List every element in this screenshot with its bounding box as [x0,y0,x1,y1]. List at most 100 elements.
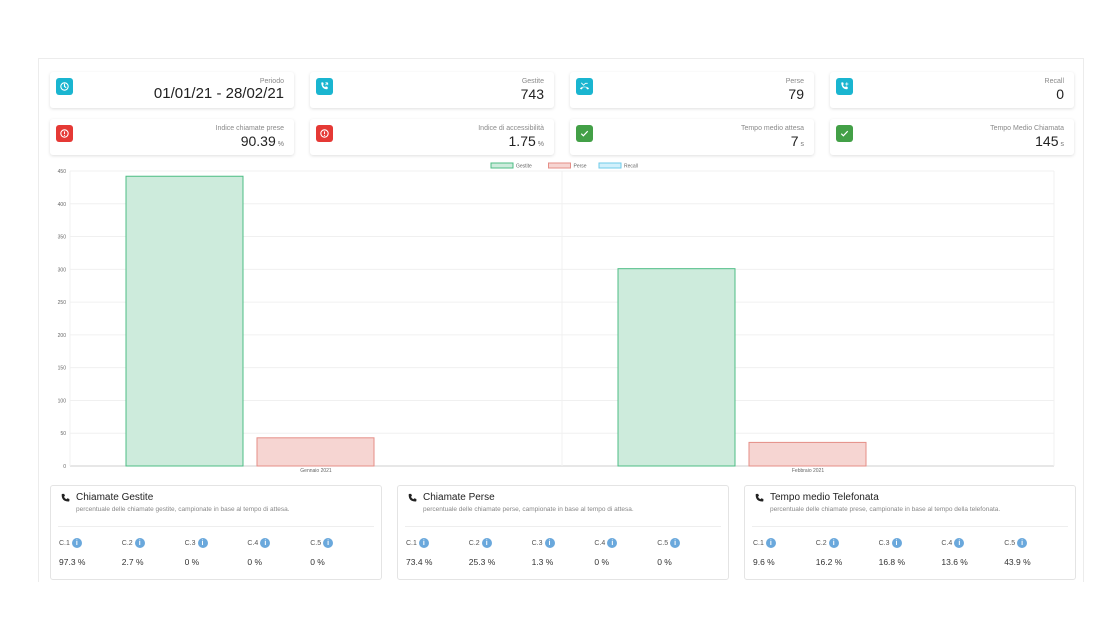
cell-c1: C.1 i 73.4 % [406,538,469,567]
cell-label: C.1 [59,539,70,547]
cell-c2: C.2 i 25.3 % [469,538,532,567]
cell-value: 97.3 % [59,557,86,567]
info-icon[interactable]: i [1017,538,1028,548]
alert-circle-icon [316,125,333,142]
info-icon[interactable]: i [607,538,618,548]
y-tick-label: 0 [63,464,66,470]
cell-value: 16.8 % [878,557,906,567]
cell-c1: C.1 i 97.3 % [59,538,122,567]
cell-value: 16.2 % [815,557,843,567]
info-icon[interactable]: i [544,538,555,548]
kpi-value: 79 [788,86,804,102]
info-icon[interactable]: i [197,538,208,548]
panel-subtitle: percentuale delle chiamate prese, campio… [770,506,1001,513]
phone-icon [61,493,70,502]
calls-bar-chart: 0 50 100 150 200 250 300 350 400 450 Gennaio 2021 F… [58,162,1055,474]
legend-label: Recall [624,164,638,170]
cell-value: 43.9 % [1004,557,1031,567]
y-tick-label: 200 [58,333,67,339]
panel-chiamate-gestite: Chiamate Gestite percentuale delle chiam… [50,485,382,580]
phone-icon [408,493,417,502]
info-icon[interactable]: i [765,538,776,548]
cell-c2: C.2 i 16.2 % [816,538,879,567]
phone-recall-icon [836,78,853,95]
kpi-label: Indice chiamate prese [215,125,284,132]
legend-swatch [598,162,622,169]
bar-perse-0 [256,437,375,467]
kpi-value: 01/01/21 - 28/02/21 [153,85,284,102]
cell-label: C.4 [594,539,606,547]
info-icon[interactable]: i [481,538,492,548]
bar-perse-1 [748,441,867,467]
panel-title: Chiamate Perse [423,492,495,503]
info-icon[interactable]: i [134,538,145,548]
alert-circle-icon [56,125,73,142]
info-icon[interactable]: i [891,538,902,548]
y-tick-label: 450 [58,169,67,175]
cell-label: C.3 [531,539,543,547]
cell-value: 9.6 % [753,557,775,567]
panel-title: Chiamate Gestite [76,492,154,503]
cell-label: C.1 [753,539,764,547]
cell-c4: C.4 i 0 % [594,538,657,567]
x-tick-label: Febbraio 2021 [792,468,824,474]
cell-label: C.3 [184,539,196,547]
phone-callback-icon [316,78,333,95]
kpi-value: 1.75% [508,133,544,149]
clock-icon [56,78,73,95]
kpi-tempo-medio-chiamata: Tempo Medio Chiamata 145 s [830,119,1074,155]
info-icon[interactable]: i [260,538,271,548]
panel-chiamate-perse: Chiamate Perse percentuale delle chiamat… [397,485,729,580]
divider [752,526,1068,527]
cell-c5: C.5 i 0 % [310,538,373,567]
y-tick-label: 400 [58,202,67,208]
legend-swatch [490,162,514,169]
cell-value: 2.7 % [121,557,144,567]
cell-label: C.2 [121,539,133,547]
kpi-label: Indice di accessibilità [478,125,544,132]
cell-c2: C.2 i 2.7 % [122,538,185,567]
info-icon[interactable]: i [954,538,965,548]
info-icon[interactable]: i [670,538,681,548]
cell-value: 13.6 % [941,557,968,567]
kpi-label: Tempo Medio Chiamata [990,125,1064,132]
cell-c3: C.3 i 0 % [185,538,248,567]
cell-c3: C.3 i 16.8 % [879,538,942,567]
panel-cells: C.1 i 9.6 % C.2 i 16.2 % C.3 i 16.8 % C.4 i 13.6… [753,538,1067,567]
cell-c4: C.4 i 0 % [247,538,310,567]
cell-value: 73.4 % [406,557,433,567]
divider [58,526,374,527]
cell-label: C.5 [1004,539,1016,547]
bar-gestite-0 [125,175,244,467]
info-icon[interactable]: i [71,538,82,548]
kpi-gestite: Gestite 743 [310,72,554,108]
cell-label: C.5 [310,539,322,547]
info-icon[interactable]: i [323,538,334,548]
kpi-label: Tempo medio attesa [740,125,804,132]
kpi-value: 743 [520,86,544,102]
cell-label: C.3 [878,539,890,547]
divider [405,526,721,527]
y-tick-label: 250 [58,300,67,306]
kpi-value: 145 s [1035,133,1064,149]
y-tick-label: 150 [58,366,67,372]
info-icon[interactable]: i [418,538,429,548]
kpi-periodo: Periodo 01/01/21 - 28/02/21 [50,72,294,108]
y-tick-label: 300 [58,267,67,273]
kpi-label: Perse [785,78,804,85]
kpi-value: 90.39% [240,133,284,149]
kpi-indice-chiamate-prese: Indice chiamate prese 90.39% [50,119,294,155]
bar-gestite-1 [617,268,736,467]
kpi-indice-accessibilita: Indice di accessibilità 1.75% [310,119,554,155]
legend-swatch [548,162,571,169]
cell-c3: C.3 i 1.3 % [532,538,595,567]
cell-label: C.5 [657,539,669,547]
info-icon[interactable]: i [828,538,839,548]
phone-icon [755,493,764,502]
kpi-perse: Perse 79 [570,72,814,108]
check-icon [836,125,853,142]
cell-label: C.2 [815,539,827,547]
cell-c5: C.5 i 43.9 % [1004,538,1067,567]
